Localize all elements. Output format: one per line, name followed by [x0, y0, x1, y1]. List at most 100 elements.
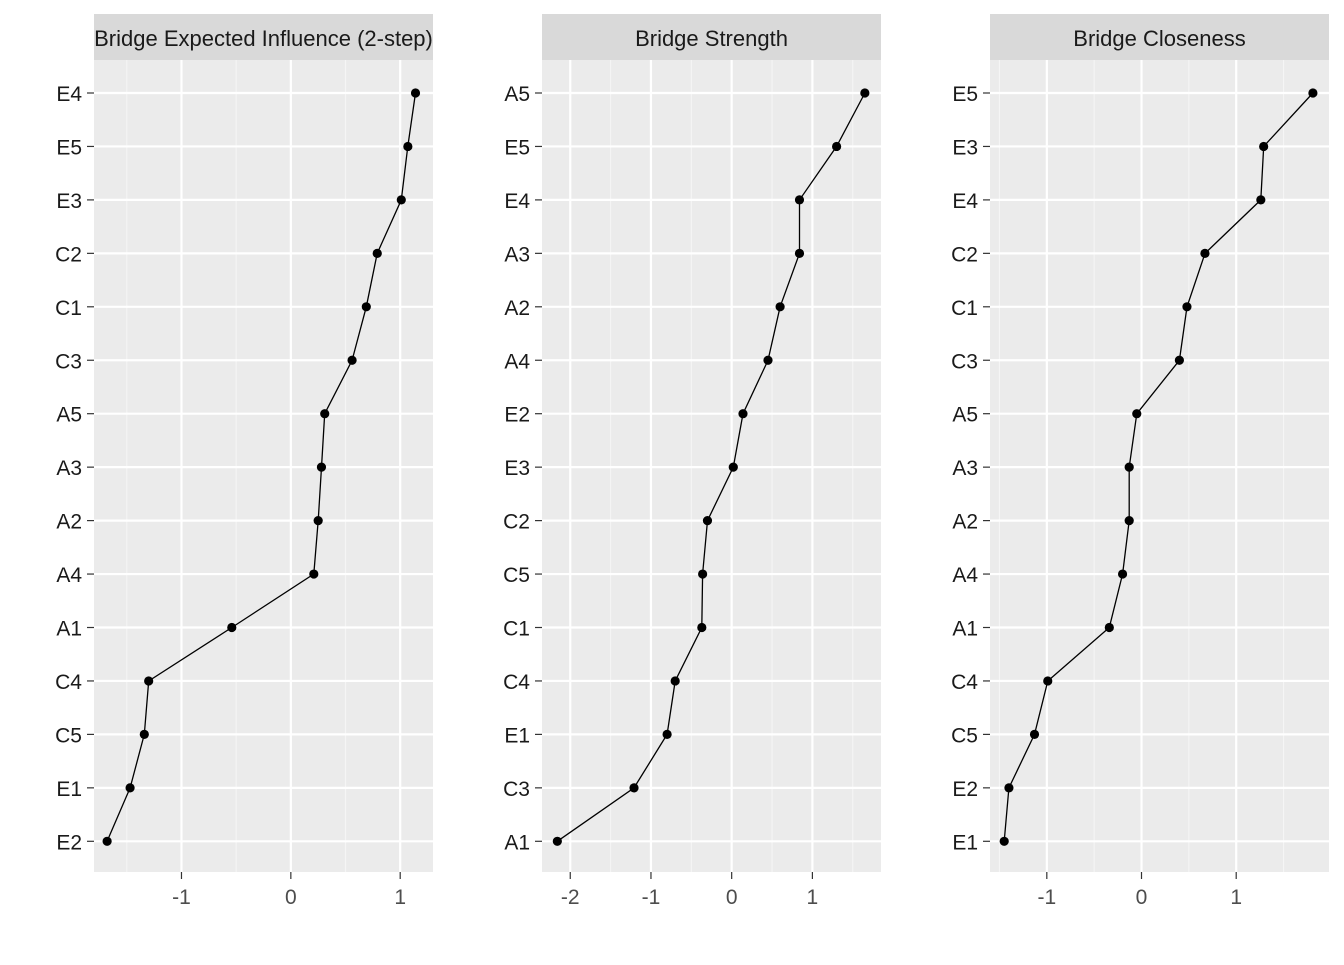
data-point-A2: [313, 516, 323, 526]
y-tick-label: A5: [56, 404, 82, 427]
x-tick-label: -1: [642, 886, 661, 909]
y-tick-label: E4: [56, 83, 82, 106]
data-point-A1: [1104, 622, 1114, 633]
y-tick-label: E3: [952, 136, 978, 159]
y-tick-label: E3: [504, 457, 530, 480]
y-tick-label: A5: [504, 83, 530, 106]
y-tick-label: C2: [55, 243, 82, 266]
y-tick-label: C4: [951, 671, 978, 694]
y-tick-label: E5: [952, 83, 978, 106]
y-tick-label: C1: [55, 297, 82, 320]
data-point-A1: [552, 836, 562, 846]
x-tick-label: 1: [1230, 886, 1242, 909]
y-tick-label: E2: [952, 778, 978, 801]
data-point-E5: [832, 141, 842, 152]
data-point-C1: [1182, 302, 1192, 312]
y-tick-label: E3: [56, 190, 82, 213]
y-tick-label: A2: [952, 511, 978, 534]
data-point-C5: [698, 569, 708, 579]
y-tick-label: C3: [503, 778, 530, 801]
y-tick-label: C2: [951, 243, 978, 266]
data-point-C4: [144, 676, 154, 686]
data-point-A3: [1124, 462, 1134, 472]
x-tick-label: -2: [561, 886, 580, 909]
data-point-C3: [1174, 355, 1184, 365]
panel-2: Bridge Strength A1 C3 E1 C4 C1 C5 C2 E3 E2 A4 A2 A3 E…: [503, 14, 881, 909]
data-point-C4: [670, 676, 680, 686]
data-point-C5: [139, 729, 149, 740]
data-point-C2: [372, 248, 382, 258]
data-point-E4: [1256, 195, 1266, 205]
panel-background: [94, 60, 433, 872]
data-point-A4: [1117, 569, 1128, 579]
y-tick-label: C5: [55, 724, 82, 747]
strip-background: [94, 14, 433, 60]
data-point-E2: [102, 836, 112, 846]
data-point-A3: [316, 462, 327, 472]
panel-title: Bridge Strength: [635, 26, 788, 51]
y-tick-label: A4: [504, 350, 530, 373]
data-point-E1: [999, 836, 1009, 846]
data-point-A5: [1132, 409, 1142, 419]
x-tick-label: 1: [807, 886, 819, 909]
y-tick-label: E1: [504, 724, 530, 747]
y-tick-label: A5: [952, 404, 978, 427]
x-tick-label: 1: [394, 886, 406, 909]
data-point-C2: [1200, 248, 1210, 258]
y-tick-label: C5: [951, 724, 978, 747]
y-tick-label: A2: [56, 511, 82, 534]
x-tick-label: -1: [1037, 886, 1056, 909]
y-tick-label: A3: [504, 243, 530, 266]
data-point-C1: [697, 622, 707, 633]
data-point-E1: [125, 783, 135, 793]
data-point-E1: [662, 729, 672, 740]
data-point-A3: [794, 248, 805, 258]
data-point-C4: [1043, 676, 1053, 686]
y-tick-label: A2: [504, 297, 530, 320]
panel-1: Bridge Expected Influence (2-step) E2 E1 C5…: [55, 14, 433, 909]
data-point-C1: [361, 302, 371, 312]
data-point-E3: [728, 462, 738, 472]
data-point-E2: [1004, 783, 1014, 793]
data-point-A2: [775, 302, 785, 312]
y-tick-label: C4: [55, 671, 82, 694]
y-tick-label: E4: [504, 190, 530, 213]
y-tick-label: A3: [56, 457, 82, 480]
x-tick-label: 0: [726, 886, 738, 909]
y-tick-label: E4: [952, 190, 978, 213]
data-point-A1: [227, 622, 237, 633]
strip-background: [990, 14, 1329, 60]
x-tick-label: -1: [172, 886, 191, 909]
y-tick-label: A4: [952, 564, 978, 587]
y-tick-label: C3: [55, 350, 82, 373]
data-point-C2: [702, 516, 713, 526]
y-tick-label: C1: [951, 297, 978, 320]
x-tick-label: 0: [285, 886, 297, 909]
y-tick-label: A4: [56, 564, 82, 587]
y-tick-label: E1: [56, 778, 82, 801]
data-point-A2: [1124, 516, 1134, 526]
data-point-E2: [738, 409, 748, 419]
y-tick-label: E2: [504, 404, 530, 427]
data-point-A4: [763, 355, 773, 365]
y-tick-label: C1: [503, 618, 530, 641]
y-tick-label: C2: [503, 511, 530, 534]
data-point-E5: [403, 141, 413, 152]
y-tick-label: A3: [952, 457, 978, 480]
panel-3: Bridge Closeness E1 E2 C5 C4 A1 A4 A2 A3 A5 C3 C1 C2…: [951, 14, 1329, 909]
data-point-E4: [410, 88, 421, 98]
panel-background: [542, 60, 881, 872]
data-point-C5: [1029, 729, 1040, 740]
strip-background: [542, 14, 881, 60]
data-point-E3: [1259, 141, 1269, 152]
panel-background: [990, 60, 1329, 872]
y-tick-label: C4: [503, 671, 530, 694]
y-tick-label: E1: [952, 831, 978, 854]
y-tick-label: E5: [56, 136, 82, 159]
data-point-E5: [1308, 88, 1318, 98]
data-point-E4: [794, 195, 805, 205]
panel-title: Bridge Closeness: [1073, 26, 1245, 51]
data-point-E3: [396, 195, 406, 205]
